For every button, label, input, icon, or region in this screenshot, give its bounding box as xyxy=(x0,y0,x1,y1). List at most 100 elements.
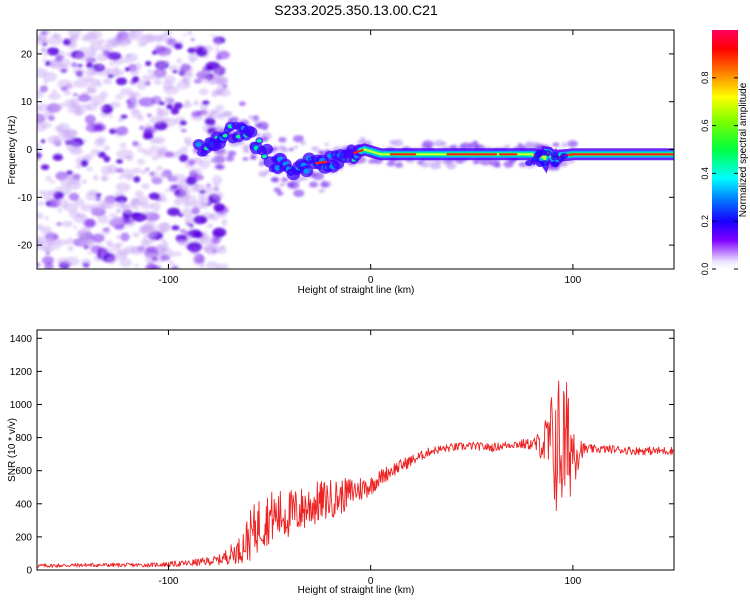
spectrogram-noise-blob xyxy=(204,117,216,126)
spectrogram-noise-blob xyxy=(215,263,229,269)
spectrogram-scatter-blob xyxy=(292,135,305,143)
spectrogram-noise-blob xyxy=(124,60,130,64)
spectrogram-scatter-blob xyxy=(217,164,226,170)
spectrogram-noise-blob xyxy=(131,212,141,218)
spectrogram-scatter-blob xyxy=(287,181,300,190)
spectrogram-noise-blob xyxy=(193,78,202,84)
spectrogram-scatter-blob xyxy=(229,116,239,123)
spectrogram-noise-blob xyxy=(101,104,114,115)
spectrogram-x-axis-label: Height of straight line (km) xyxy=(298,285,415,296)
colorbar-ticks: 0.0 0.2 0.4 0.6 0.8 xyxy=(700,72,738,275)
spectrogram-scatter-blob xyxy=(532,141,540,147)
spectrogram-noise-blob xyxy=(85,47,97,56)
spectrogram-scatter-blob xyxy=(312,172,324,181)
ridge-blob xyxy=(540,160,549,167)
snr-y-tick-label: 200 xyxy=(15,532,32,543)
spectrogram-x-tick-label: -100 xyxy=(158,275,178,286)
spectrogram-scatter-blob xyxy=(242,148,250,154)
spectrogram-y-axis-label: Frequency (Hz) xyxy=(7,116,18,185)
snr-y-axis-label: SNR (10 * v/v) xyxy=(7,418,18,482)
spectrogram-noise-blob xyxy=(176,239,185,245)
spectrogram-noise-blob xyxy=(158,172,168,179)
spectrogram-noise-blob xyxy=(154,148,164,157)
spectrogram-noise-blob xyxy=(96,38,105,45)
spectrogram-scatter-blob xyxy=(273,187,282,193)
spectrogram-scatter-blob xyxy=(420,161,430,168)
spectrogram-noise-blob xyxy=(89,67,98,76)
spectrogram-noise-blob xyxy=(153,79,163,85)
spectrogram-noise-blob xyxy=(130,108,140,114)
ridge-blob xyxy=(235,134,241,139)
spectrogram-noise-blob xyxy=(178,125,182,129)
spectrogram-noise-blob xyxy=(61,220,74,228)
spectrogram-noise-blob xyxy=(40,164,50,171)
spectrogram-scatter-blob xyxy=(561,142,568,148)
ridge-blob xyxy=(245,126,258,138)
spectrogram-noise-blob xyxy=(193,231,204,239)
spectrogram-noise-blob xyxy=(141,42,148,46)
spectrogram-noise-blob xyxy=(113,216,126,225)
spectrogram-noise-blob xyxy=(56,222,62,226)
spectrogram-scatter-blob xyxy=(309,181,319,188)
spectrogram-scatter-blob xyxy=(368,159,375,164)
spectrogram-noise-blob xyxy=(155,243,169,252)
spectrogram-noise-blob xyxy=(134,207,140,211)
spectrogram-noise-blob xyxy=(141,74,154,81)
spectrogram-noise-blob xyxy=(42,58,47,62)
snr-y-tick-label: 1200 xyxy=(10,367,33,378)
snr-x-tick-label: 0 xyxy=(368,576,374,587)
spectrogram-noise-blob xyxy=(205,186,213,191)
spectrogram-scatter-blob xyxy=(504,144,511,149)
snr-frame xyxy=(36,329,675,571)
spectrogram-noise-blob xyxy=(187,73,194,78)
snr-x-tick-label: -100 xyxy=(158,576,178,587)
spectrogram-noise-blob xyxy=(191,207,200,215)
spectrogram-noise-blob xyxy=(114,242,124,248)
spectrogram-noise-blob xyxy=(116,209,121,213)
spectrogram-noise-blob xyxy=(200,235,213,245)
spectrogram-noise-blob xyxy=(77,64,83,68)
spectrogram-noise-blob xyxy=(81,258,92,267)
spectrogram-noise-blob xyxy=(193,101,199,106)
spectrogram-noise-blob xyxy=(180,128,187,133)
spectrogram-scatter-blob xyxy=(429,161,442,170)
spectrogram-scatter-blob xyxy=(300,141,307,146)
spectrogram-noise-blob xyxy=(37,212,44,220)
spectrogram-noise-blob xyxy=(178,185,190,193)
colorbar: 0.0 0.2 0.4 0.6 0.8 Normalized spectral ampl… xyxy=(700,30,749,275)
spectrogram-noise-blob xyxy=(87,251,92,255)
spectrogram-noise-blob xyxy=(164,188,171,193)
spectrogram-noise-blob xyxy=(96,53,109,62)
spectrogram-noise-blob xyxy=(167,207,181,217)
spectrogram-noise-blob xyxy=(169,188,177,193)
spectrogram-scatter-blob xyxy=(489,159,501,167)
spectrogram-scatter-blob xyxy=(552,142,560,147)
spectrogram-noise-blob xyxy=(81,34,90,42)
spectrogram-noise-blob xyxy=(108,61,116,66)
spectrogram-noise-blob xyxy=(114,66,119,71)
spectrogram-noise-blob xyxy=(91,122,107,133)
spectrogram-noise-blob xyxy=(191,110,202,118)
spectrogram-noise-blob xyxy=(37,146,44,152)
spectrogram-noise-blob xyxy=(120,35,131,44)
spectrogram-noise-blob xyxy=(189,58,196,64)
spectrogram-noise-blob xyxy=(86,102,98,112)
spectrogram-noise-blob xyxy=(186,30,193,36)
spectrogram-noise-blob xyxy=(149,34,162,42)
spectrogram-noise-blob xyxy=(168,260,174,266)
spectrogram-noise-blob xyxy=(75,51,90,61)
ridge-hot-segment xyxy=(561,153,674,157)
spectrogram-noise-blob xyxy=(205,66,214,72)
spectrogram-noise-blob xyxy=(67,245,74,252)
spectrogram-noise-blob xyxy=(41,31,48,35)
spectrogram-noise-blob xyxy=(124,245,139,254)
spectrogram-noise-blob xyxy=(158,101,166,106)
spectrogram-noise-blob xyxy=(153,178,163,185)
spectrogram-noise-blob xyxy=(105,51,118,60)
spectrogram-noise-blob xyxy=(59,50,65,55)
spectrogram-noise-blob xyxy=(91,233,105,243)
spectrogram-noise-blob xyxy=(48,115,55,122)
spectrogram-scatter-blob xyxy=(257,121,269,130)
spectrogram-scatter-blob xyxy=(281,177,289,183)
